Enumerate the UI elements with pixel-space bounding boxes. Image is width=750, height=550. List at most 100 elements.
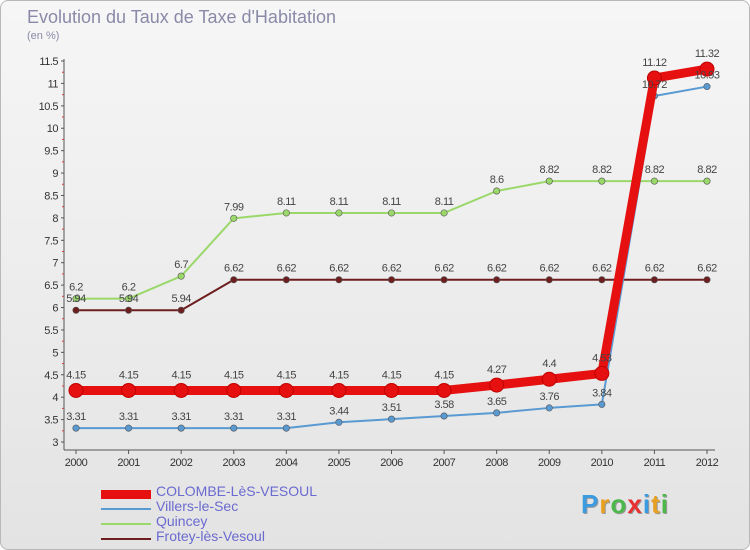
legend-swatch	[101, 508, 151, 510]
data-point	[282, 424, 290, 432]
data-point	[173, 382, 189, 398]
data-point	[335, 418, 343, 426]
data-point	[545, 276, 553, 284]
data-label: 3.51	[382, 402, 402, 414]
data-label: 3.31	[224, 411, 244, 423]
x-tick-label: 2012	[696, 457, 719, 469]
data-point	[230, 276, 238, 284]
data-point	[440, 276, 448, 284]
data-label: 3.84	[592, 387, 612, 399]
data-label: 8.11	[330, 196, 349, 208]
legend-swatch	[101, 489, 151, 499]
x-tick-label: 2003	[223, 457, 246, 469]
data-label: 4.15	[119, 369, 139, 381]
data-label: 6.62	[697, 263, 717, 275]
data-label: 3.31	[119, 411, 139, 423]
data-label: 8.11	[435, 196, 454, 208]
data-point	[226, 382, 242, 398]
data-point	[125, 295, 133, 303]
y-tick-label: 4	[52, 392, 58, 404]
data-point	[545, 177, 553, 185]
data-point	[598, 177, 606, 185]
data-point	[384, 382, 399, 398]
legend-label: Quincey	[156, 513, 208, 529]
data-label: 6.2	[122, 282, 136, 294]
logo-letter: r	[599, 489, 611, 519]
data-point	[331, 382, 347, 398]
data-point	[541, 371, 557, 387]
data-point	[703, 83, 711, 91]
x-tick-label: 2004	[275, 457, 298, 469]
y-tick-label: 10	[47, 123, 59, 135]
data-point	[230, 424, 238, 432]
data-point	[125, 424, 133, 432]
data-label: 4.15	[434, 369, 454, 381]
data-label: 4.15	[382, 369, 402, 381]
logo-letter: P	[581, 489, 600, 519]
data-label: 6.2	[69, 282, 83, 294]
data-label: 3.76	[540, 391, 560, 403]
data-point	[68, 382, 84, 398]
data-label: 3.65	[487, 396, 507, 408]
data-point	[440, 412, 448, 420]
data-label: 8.11	[382, 196, 401, 208]
x-tick-label: 2001	[117, 457, 140, 469]
data-label: 8.82	[645, 164, 665, 176]
data-label: 4.15	[66, 369, 86, 381]
data-point	[650, 177, 658, 185]
data-point	[387, 415, 395, 423]
data-point	[177, 424, 185, 432]
x-tick-label: 2010	[591, 457, 614, 469]
data-point	[387, 276, 395, 284]
data-label: 10.72	[642, 79, 667, 91]
y-tick-label: 3.5	[44, 415, 58, 427]
data-point	[436, 382, 452, 398]
x-tick-label: 2007	[433, 457, 456, 469]
data-point	[72, 295, 80, 303]
legend-item: COLOMBE-LèS-VESOUL	[101, 483, 401, 501]
data-point	[282, 209, 290, 217]
legend-label: Frotey-lès-Vesoul	[156, 528, 265, 544]
data-point	[594, 365, 610, 381]
logo-letter: o	[610, 489, 628, 519]
data-label: 4.4	[542, 358, 556, 370]
logo-letter: t	[651, 489, 661, 519]
chart-title: Evolution du Taux de Taxe d'Habitation	[27, 7, 336, 27]
data-label: 6.62	[382, 263, 402, 275]
data-point	[72, 306, 80, 314]
legend-item: Villers-le-Sec	[101, 498, 401, 516]
y-tick-label: 5	[52, 347, 58, 359]
data-label: 6.62	[277, 263, 297, 275]
y-tick-label: 9	[52, 168, 58, 180]
x-tick-label: 2011	[644, 457, 666, 469]
data-label: 11.12	[642, 57, 667, 69]
data-label: 8.82	[592, 164, 612, 176]
data-label: 4.15	[277, 369, 297, 381]
data-label: 3.58	[434, 399, 454, 411]
data-label: 5.94	[66, 293, 86, 305]
data-point	[125, 306, 133, 314]
legend-label: COLOMBE-LèS-VESOUL	[156, 483, 318, 499]
y-tick-label: 7	[52, 258, 58, 270]
x-tick-label: 2006	[380, 457, 403, 469]
y-tick-label: 9.5	[44, 146, 58, 158]
data-point	[278, 382, 294, 398]
x-tick-label: 2009	[538, 457, 561, 469]
data-label: 6.62	[645, 263, 665, 275]
y-tick-label: 6	[52, 303, 58, 315]
data-point	[493, 276, 501, 284]
logo-letter: x	[627, 489, 643, 519]
x-tick-label: 2000	[65, 457, 88, 469]
x-tick-label: 2002	[170, 457, 193, 469]
data-point	[230, 214, 238, 222]
data-label: 6.62	[329, 263, 349, 275]
proxiti-logo: Proxiti	[581, 489, 669, 520]
data-label: 8.82	[697, 164, 717, 176]
data-label: 4.15	[329, 369, 349, 381]
data-label: 11.32	[695, 48, 720, 60]
data-label: 5.94	[119, 293, 139, 305]
data-label: 4.15	[171, 369, 191, 381]
data-point	[177, 306, 185, 314]
chart-unit: (en %)	[27, 30, 60, 42]
